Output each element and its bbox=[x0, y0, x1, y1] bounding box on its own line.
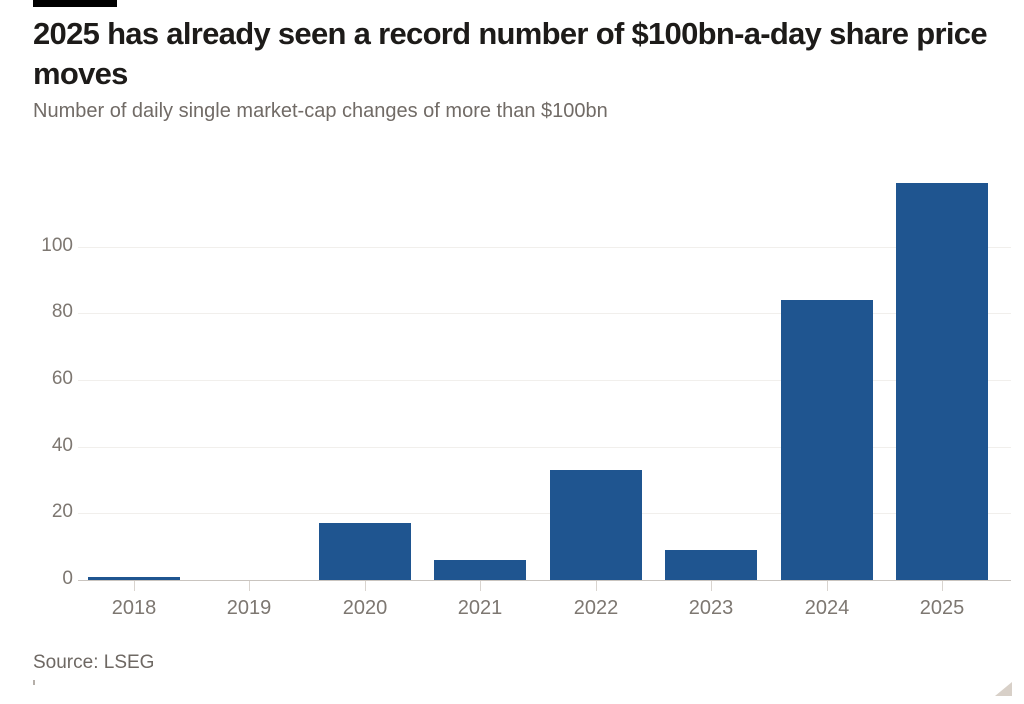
y-axis-label-20: 20 bbox=[51, 501, 73, 522]
bar-2020 bbox=[319, 523, 411, 580]
x-tick-2022 bbox=[596, 581, 597, 591]
x-tick-2025 bbox=[942, 581, 943, 591]
x-axis-label-2025: 2025 bbox=[919, 597, 965, 619]
stray-mark bbox=[33, 680, 35, 685]
x-tick-2021 bbox=[480, 581, 481, 591]
y-axis-label-100: 100 bbox=[41, 235, 73, 256]
gridline-40 bbox=[78, 447, 1011, 448]
x-tick-2020 bbox=[365, 581, 366, 591]
bar-2022 bbox=[550, 470, 642, 580]
chart-source: Source: LSEG bbox=[33, 652, 155, 673]
resize-corner-triangle-icon bbox=[995, 682, 1012, 696]
y-axis-label-40: 40 bbox=[51, 435, 73, 456]
x-tick-2023 bbox=[711, 581, 712, 591]
x-axis-label-2020: 2020 bbox=[342, 597, 388, 619]
x-axis-label-2023: 2023 bbox=[688, 597, 734, 619]
bar-2021 bbox=[434, 560, 526, 580]
gridline-20 bbox=[78, 513, 1011, 514]
gridline-0 bbox=[78, 580, 1011, 581]
bar-2018 bbox=[88, 577, 180, 580]
y-axis-label-60: 60 bbox=[51, 368, 73, 389]
y-axis-label-0: 0 bbox=[62, 568, 73, 589]
x-tick-2018 bbox=[134, 581, 135, 591]
bar-2025 bbox=[896, 183, 988, 580]
bar-2024 bbox=[781, 300, 873, 580]
x-axis-label-2018: 2018 bbox=[111, 597, 157, 619]
x-axis-label-2022: 2022 bbox=[573, 597, 619, 619]
chart-title-line1: 2025 has already seen a record number of… bbox=[33, 16, 988, 51]
x-axis-label-2019: 2019 bbox=[226, 597, 272, 619]
x-tick-2024 bbox=[827, 581, 828, 591]
gridline-80 bbox=[78, 313, 1011, 314]
ft-black-flag-bar bbox=[33, 0, 117, 7]
chart-title: 2025 has already seen a record number of… bbox=[33, 14, 988, 94]
x-axis-label-2024: 2024 bbox=[804, 597, 850, 619]
x-axis-label-2021: 2021 bbox=[457, 597, 503, 619]
gridline-100 bbox=[78, 247, 1011, 248]
chart-title-line2: moves bbox=[33, 56, 128, 91]
x-tick-2019 bbox=[249, 581, 250, 591]
chart-subtitle: Number of daily single market-cap change… bbox=[33, 100, 608, 122]
gridline-60 bbox=[78, 380, 1011, 381]
y-axis-label-80: 80 bbox=[51, 301, 73, 322]
bar-2023 bbox=[665, 550, 757, 580]
